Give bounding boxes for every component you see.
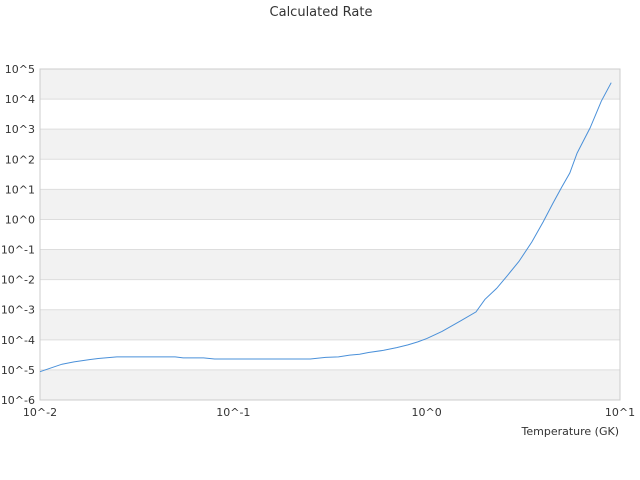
x-tick-label: 10^-2: [23, 406, 57, 419]
y-axis: 10^-6 10^-5 10^-4 10^-3 10^-2 10^-1 10^0 10^1 10…: [1, 63, 35, 407]
x-tick-label: 10^1: [605, 406, 635, 419]
y-tick-label: 10^0: [5, 213, 35, 226]
y-tick-label: 10^-5: [1, 364, 35, 377]
x-axis-label: Temperature (GK): [521, 425, 620, 438]
y-tick-label: 10^4: [5, 93, 35, 106]
y-tick-label: 10^5: [5, 63, 35, 76]
x-axis: 10^-2 10^-1 10^0 10^1: [23, 406, 635, 419]
x-tick-label: 10^0: [412, 406, 442, 419]
grid-band: [40, 309, 620, 340]
series-group: [39, 82, 612, 373]
plot-frame: [39, 68, 621, 401]
y-tick-label: 10^-2: [1, 274, 35, 287]
grid-band: [40, 129, 620, 160]
y-tick-label: 10^2: [5, 153, 35, 166]
y-tick-label: 10^3: [5, 123, 35, 136]
grid-band: [40, 369, 620, 400]
y-tick-label: 10^-1: [1, 244, 35, 257]
chart-title: Calculated Rate: [270, 5, 373, 20]
grid-bands: [40, 68, 620, 401]
y-tick-label: 10^1: [5, 183, 35, 196]
y-tick-label: 10^-3: [1, 304, 35, 317]
grid-band: [40, 69, 620, 100]
x-tick-label: 10^-1: [216, 406, 250, 419]
grid-band: [40, 189, 620, 220]
y-tick-label: 10^-4: [1, 334, 35, 347]
series-line: [39, 82, 612, 373]
grid-band: [40, 249, 620, 280]
y-tick-label: 10^-6: [1, 394, 35, 407]
